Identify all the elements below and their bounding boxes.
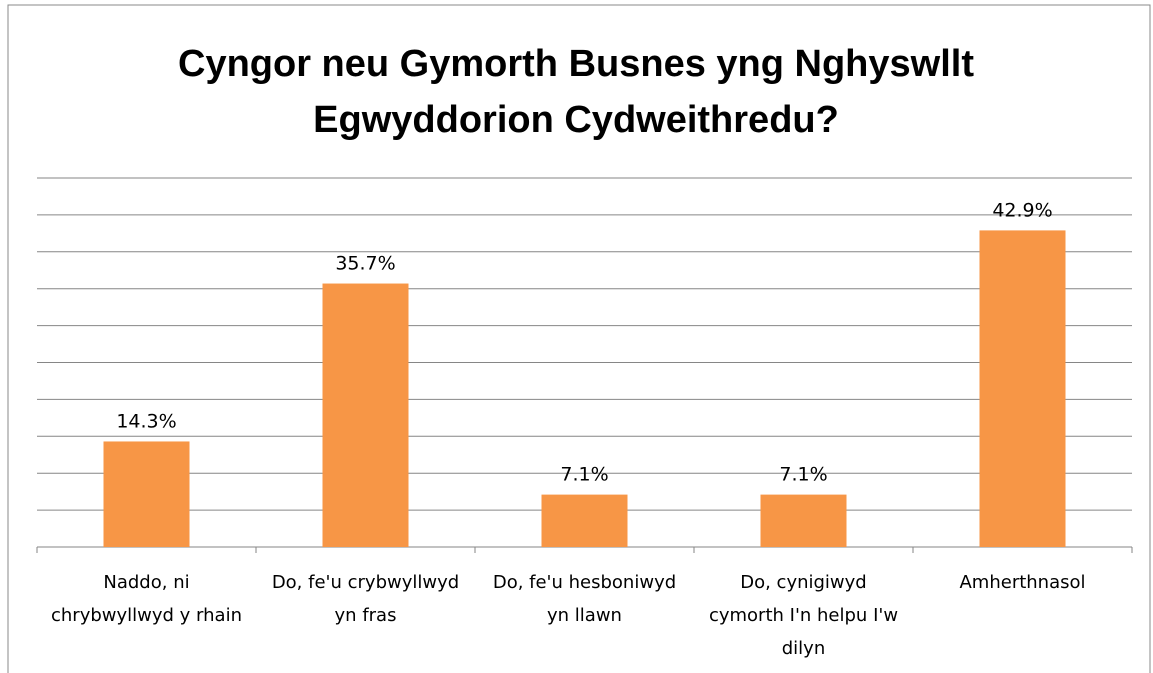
bar [103, 441, 190, 547]
x-tick-label: Do, fe'u hesboniwyd yn llawn [492, 572, 677, 626]
chart-title: Cyngor neu Gymorth Busnes yng Nghyswllt … [178, 43, 974, 141]
chart-border [7, 4, 1151, 673]
data-label: 7.1% [560, 464, 608, 486]
x-tick-label: Naddo, ni chrybwyllwyd y rhain [51, 572, 242, 626]
bar [322, 283, 409, 547]
data-label: 42.9% [992, 199, 1052, 221]
data-label: 14.3% [116, 410, 176, 432]
data-label: 35.7% [335, 253, 395, 275]
bar [979, 230, 1066, 547]
bar [760, 494, 847, 547]
x-tick-label: Do, fe'u crybwyllwyd yn fras [271, 572, 460, 626]
bar [541, 494, 628, 547]
x-tick-label: Do, cynigiwyd cymorth I'n helpu I'w dily… [708, 572, 899, 659]
data-label: 7.1% [779, 464, 827, 486]
x-tick-label: Amherthnasol [959, 572, 1086, 593]
